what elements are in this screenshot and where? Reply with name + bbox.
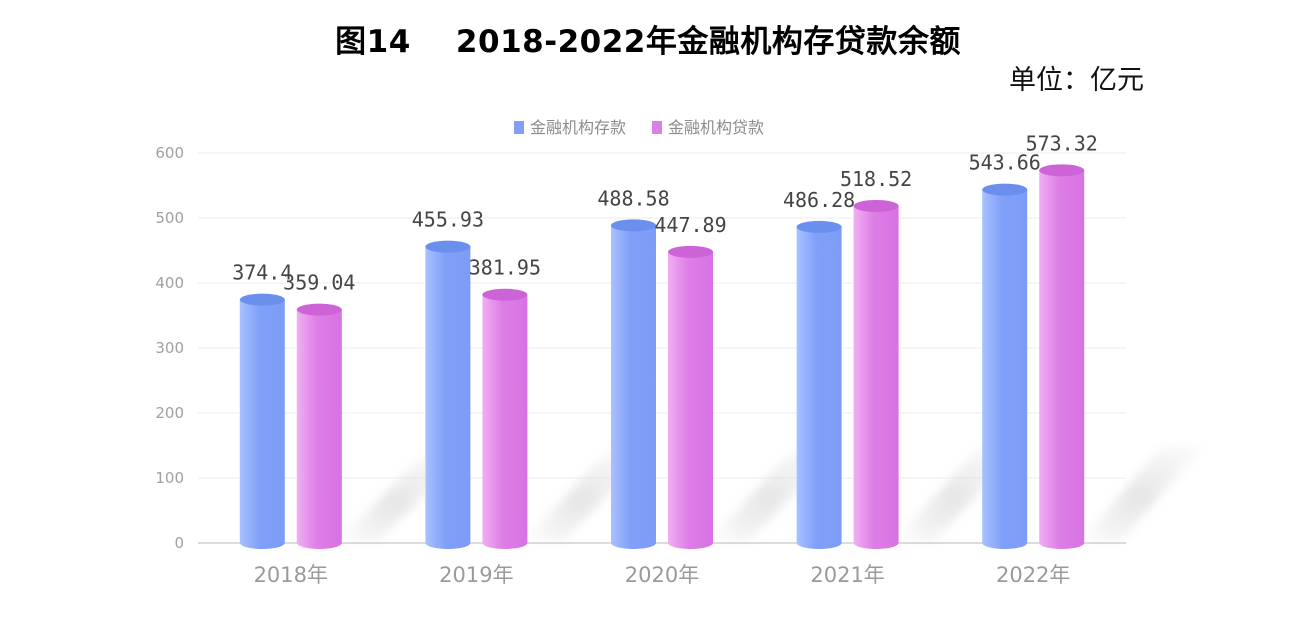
- deposit-bar: [611, 225, 656, 549]
- deposit-bar-top: [982, 183, 1028, 196]
- y-tick-label: 600: [155, 144, 184, 162]
- unit-label: 单位：亿元: [1009, 65, 1144, 96]
- data-label: 359.04: [283, 271, 355, 295]
- deposit-bar-top: [239, 293, 285, 306]
- loan-bar: [853, 205, 899, 549]
- data-label: 447.89: [654, 213, 726, 237]
- x-tick-label: 2019年: [439, 563, 513, 587]
- loan-bar: [482, 294, 528, 549]
- y-tick-label: 500: [155, 209, 184, 227]
- legend-label: 金融机构贷款: [668, 118, 764, 137]
- loan-bar-top: [668, 245, 713, 258]
- data-label: 573.32: [1026, 131, 1098, 155]
- loan-bar-top: [1039, 164, 1085, 177]
- deposit-bar: [239, 299, 285, 549]
- deposit-bar-top: [611, 219, 656, 232]
- deposit-bar-top: [425, 240, 471, 253]
- y-tick-label: 100: [155, 469, 184, 487]
- data-label: 486.28: [783, 188, 855, 212]
- loan-bar-top: [482, 288, 528, 301]
- y-tick-label: 0: [174, 534, 184, 552]
- deposit-bar: [796, 226, 842, 549]
- bar-shadow: [1078, 446, 1204, 543]
- data-label: 374.4: [232, 261, 292, 285]
- x-tick-label: 2020年: [625, 563, 699, 587]
- data-label: 518.52: [840, 167, 912, 191]
- y-tick-label: 400: [155, 274, 184, 292]
- loan-bar: [296, 309, 342, 549]
- deposit-bar-top: [796, 220, 842, 233]
- data-label: 455.93: [412, 208, 484, 232]
- loan-bar-top: [853, 199, 899, 212]
- loan-bar: [1039, 170, 1085, 550]
- x-tick-label: 2021年: [810, 563, 884, 587]
- y-tick-label: 200: [155, 404, 184, 422]
- x-tick-label: 2018年: [254, 563, 328, 587]
- y-tick-label: 300: [155, 339, 184, 357]
- legend-swatch-loan: [652, 121, 662, 134]
- loan-bar-top: [296, 303, 342, 316]
- legend-swatch-deposit: [514, 121, 524, 134]
- data-label: 381.95: [469, 256, 541, 280]
- deposit-bar: [982, 189, 1028, 549]
- deposit-bar: [425, 246, 471, 549]
- data-label: 543.66: [969, 151, 1041, 175]
- chart-title: 图14 2018-2022年金融机构存贷款余额: [335, 24, 961, 60]
- data-label: 488.58: [597, 186, 669, 210]
- legend-label: 金融机构存款: [530, 118, 626, 137]
- x-tick-label: 2022年: [996, 563, 1070, 587]
- loan-bar: [668, 251, 713, 549]
